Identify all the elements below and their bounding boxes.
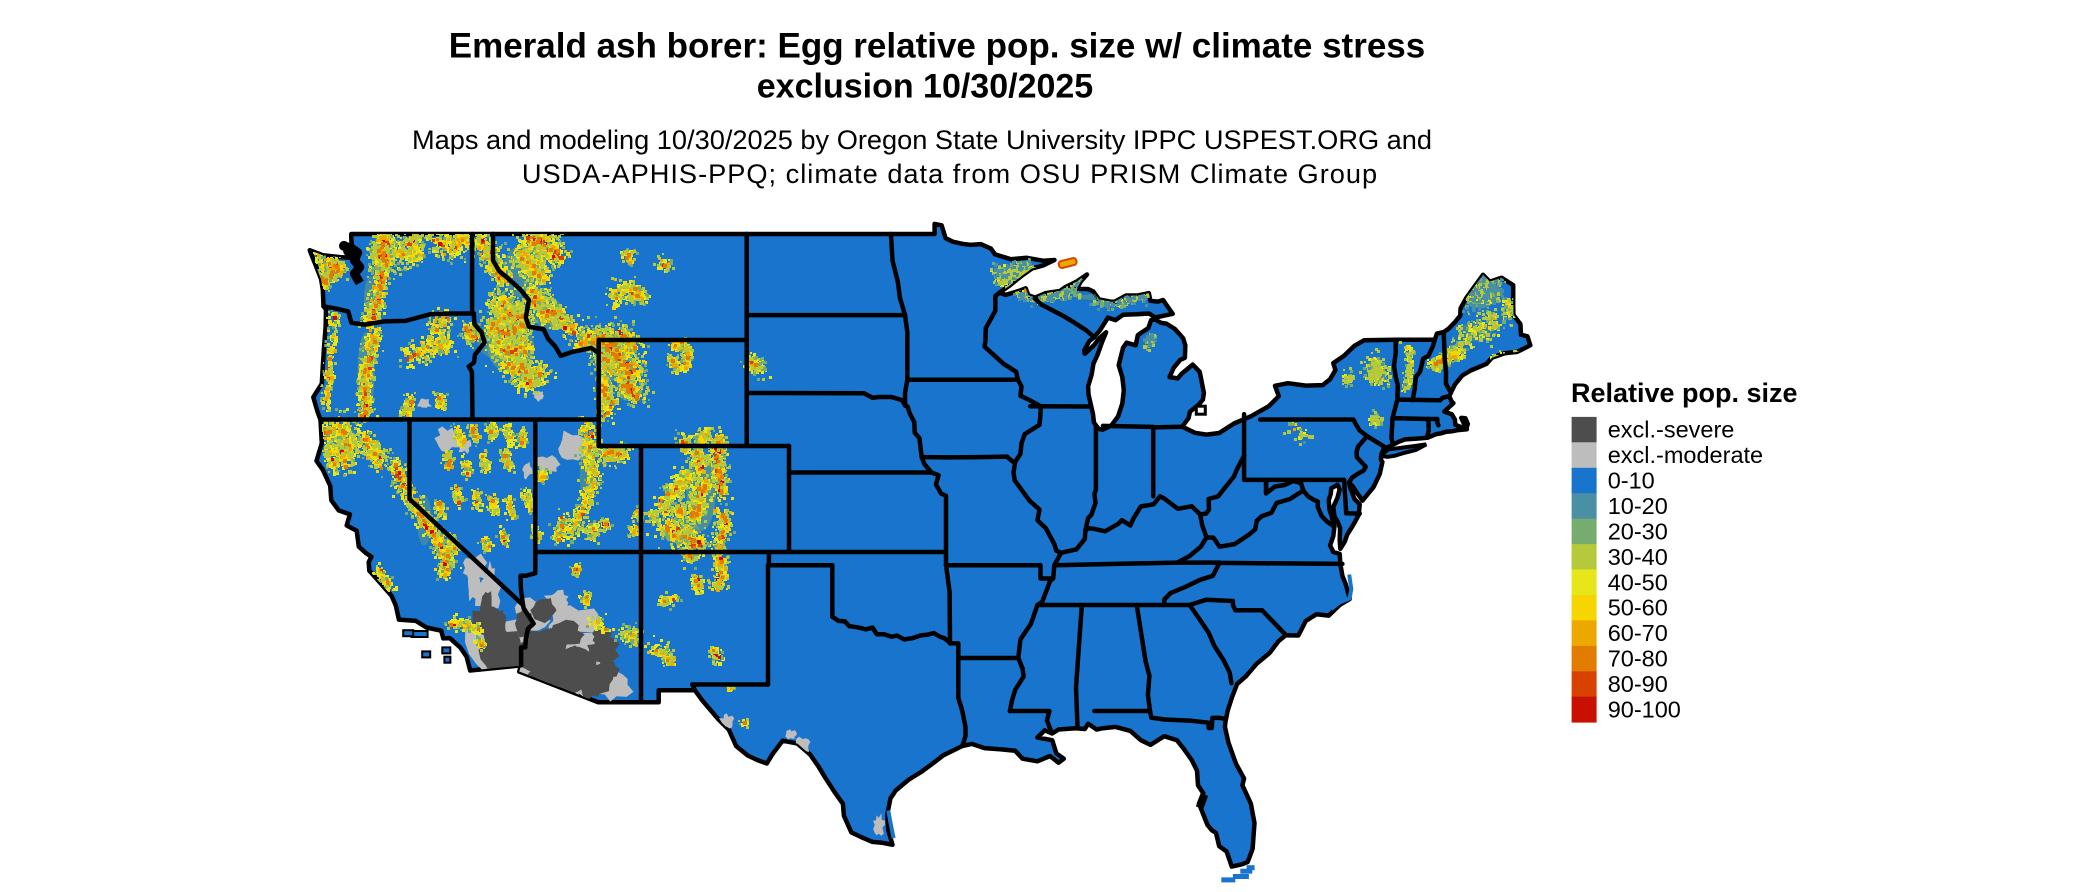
svg-text:40-50: 40-50 (1608, 569, 1668, 595)
svg-text:excl.-severe: excl.-severe (1608, 417, 1735, 443)
svg-text:30-40: 30-40 (1608, 544, 1668, 570)
svg-text:Maps and modeling 10/30/2025 b: Maps and modeling 10/30/2025 by Oregon S… (412, 124, 1432, 155)
svg-text:20-30: 20-30 (1608, 518, 1668, 544)
svg-text:10-20: 10-20 (1608, 493, 1668, 519)
svg-text:0-10: 0-10 (1608, 468, 1655, 494)
svg-text:Relative pop. size: Relative pop. size (1571, 378, 1798, 408)
svg-text:exclusion 10/30/2025: exclusion 10/30/2025 (757, 67, 1093, 105)
svg-text:USDA-APHIS-PPQ; climate data f: USDA-APHIS-PPQ; climate data from OSU PR… (522, 158, 1378, 189)
svg-text:80-90: 80-90 (1608, 671, 1668, 697)
svg-text:70-80: 70-80 (1608, 646, 1668, 672)
svg-text:excl.-moderate: excl.-moderate (1608, 442, 1763, 468)
svg-text:50-60: 50-60 (1608, 595, 1668, 621)
svg-text:90-100: 90-100 (1608, 697, 1681, 723)
svg-text:60-70: 60-70 (1608, 620, 1668, 646)
svg-text:Emerald ash borer: Egg relativ: Emerald ash borer: Egg relative pop. siz… (449, 27, 1425, 66)
